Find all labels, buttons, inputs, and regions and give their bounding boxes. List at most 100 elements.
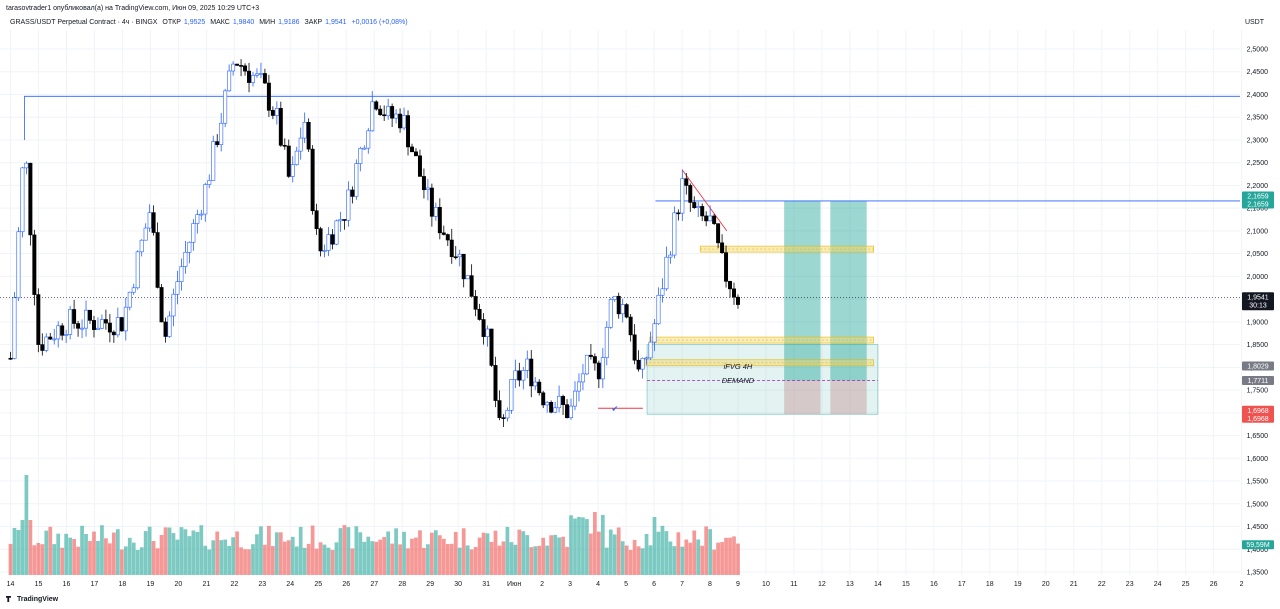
candle-body[interactable]	[433, 207, 438, 217]
candle-body[interactable]	[64, 334, 69, 336]
candle-body[interactable]	[362, 147, 367, 150]
candle-body[interactable]	[163, 321, 168, 337]
candle-body[interactable]	[513, 370, 518, 380]
candle-body[interactable]	[203, 184, 208, 215]
candle-body[interactable]	[696, 206, 701, 208]
candle-body[interactable]	[187, 241, 192, 253]
candle-body[interactable]	[346, 189, 351, 221]
candle-body[interactable]	[580, 373, 585, 383]
candle-body[interactable]	[688, 185, 693, 203]
candle-body[interactable]	[652, 323, 657, 343]
candle-body[interactable]	[123, 306, 128, 332]
candle-body[interactable]	[378, 108, 383, 116]
candle-body[interactable]	[52, 338, 57, 341]
candle-body[interactable]	[294, 150, 299, 165]
candle-body[interactable]	[549, 401, 554, 413]
candle-body[interactable]	[247, 70, 251, 83]
candle-body[interactable]	[386, 106, 391, 117]
candle-body[interactable]	[509, 379, 514, 411]
candle-body[interactable]	[306, 122, 311, 150]
candle-body[interactable]	[179, 266, 184, 283]
candle-body[interactable]	[672, 212, 677, 256]
candle-body[interactable]	[95, 327, 100, 330]
candle-body[interactable]	[584, 354, 589, 375]
candle-body[interactable]	[414, 151, 418, 157]
candle-body[interactable]	[40, 344, 45, 351]
candle-body[interactable]	[199, 213, 204, 216]
candle-body[interactable]	[235, 63, 240, 66]
candle-body[interactable]	[668, 254, 673, 258]
candle-body[interactable]	[441, 232, 446, 235]
candle-body[interactable]	[231, 63, 236, 72]
candle-body[interactable]	[410, 146, 414, 153]
candle-body[interactable]	[310, 148, 315, 212]
candle-body[interactable]	[545, 401, 550, 406]
candle-body[interactable]	[322, 250, 327, 252]
trend-line[interactable]	[681, 169, 728, 232]
candle-body[interactable]	[111, 331, 116, 336]
candle-body[interactable]	[326, 234, 331, 251]
candle-body[interactable]	[712, 215, 717, 224]
candle-body[interactable]	[254, 73, 259, 76]
candle-body[interactable]	[596, 362, 601, 380]
candle-body[interactable]	[465, 275, 470, 280]
candle-body[interactable]	[32, 234, 37, 295]
candle-body[interactable]	[20, 167, 25, 233]
candle-body[interactable]	[481, 319, 486, 337]
candle-body[interactable]	[445, 234, 450, 241]
candle-body[interactable]	[429, 187, 434, 217]
candle-body[interactable]	[736, 296, 740, 305]
candle-body[interactable]	[183, 251, 188, 267]
candle-body[interactable]	[88, 309, 92, 321]
candle-body[interactable]	[421, 176, 426, 191]
candle-body[interactable]	[525, 358, 530, 371]
stop-loss-zone[interactable]	[784, 380, 821, 415]
candle-body[interactable]	[728, 281, 733, 290]
candle-body[interactable]	[175, 281, 180, 295]
candle-body[interactable]	[620, 304, 625, 315]
candle-body[interactable]	[28, 162, 33, 236]
candle-body[interactable]	[223, 90, 228, 124]
candle-body[interactable]	[576, 381, 581, 392]
candle-body[interactable]	[151, 212, 156, 233]
candle-body[interactable]	[274, 108, 279, 116]
candle-body[interactable]	[155, 232, 160, 288]
candle-body[interactable]	[660, 288, 665, 296]
candle-body[interactable]	[290, 164, 295, 177]
candle-body[interactable]	[80, 327, 85, 330]
candle-body[interactable]	[48, 336, 53, 340]
candle-body[interactable]	[592, 356, 597, 364]
candle-body[interactable]	[374, 101, 379, 110]
candle-body[interactable]	[243, 65, 248, 72]
candle-body[interactable]	[330, 234, 335, 245]
candle-body[interactable]	[354, 163, 359, 197]
candle-body[interactable]	[557, 396, 562, 409]
candle-body[interactable]	[636, 359, 641, 370]
candle-body[interactable]	[624, 304, 629, 318]
candle-body[interactable]	[394, 113, 399, 119]
candle-body[interactable]	[298, 137, 303, 152]
candle-body[interactable]	[724, 252, 729, 282]
candle-body[interactable]	[616, 295, 621, 315]
candle-body[interactable]	[334, 220, 339, 245]
candle-body[interactable]	[286, 145, 291, 177]
candle-body[interactable]	[44, 336, 49, 351]
candle-body[interactable]	[251, 74, 255, 83]
candle-body[interactable]	[489, 328, 494, 366]
candle-body[interactable]	[239, 65, 244, 67]
candle-body[interactable]	[195, 214, 200, 224]
candle-body[interactable]	[68, 309, 73, 335]
candle-body[interactable]	[92, 320, 96, 330]
candle-body[interactable]	[207, 180, 212, 185]
candle-body[interactable]	[282, 145, 287, 147]
candle-body[interactable]	[716, 223, 721, 244]
candle-body[interactable]	[521, 370, 526, 381]
candle-body[interactable]	[493, 365, 498, 401]
candle-body[interactable]	[517, 370, 522, 381]
candle-body[interactable]	[318, 228, 323, 252]
take-profit-zone[interactable]	[830, 200, 867, 381]
symbol-legend[interactable]: GRASS/USDT Perpetual Contract · 4ч · BIN…	[10, 19, 411, 26]
candle-body[interactable]	[107, 322, 112, 333]
candle-body[interactable]	[8, 357, 13, 360]
candle-body[interactable]	[569, 405, 573, 419]
